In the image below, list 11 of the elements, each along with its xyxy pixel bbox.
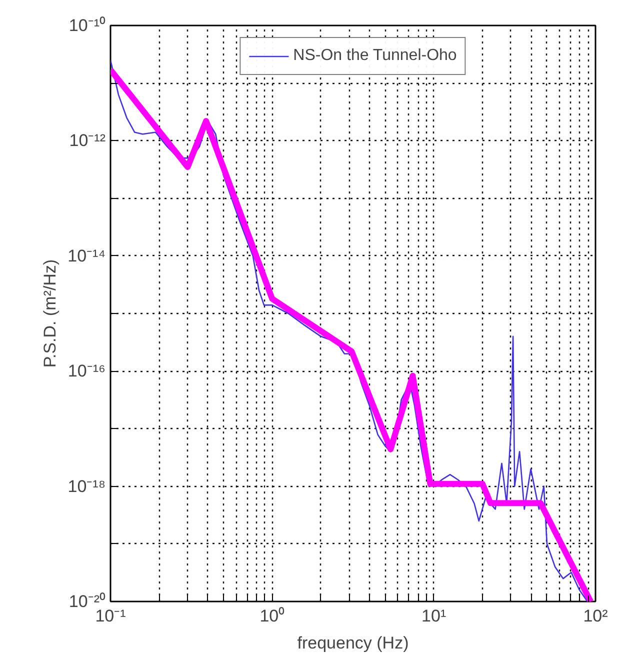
x-tick-label: 10¹ [422,606,446,626]
x-axis-title: frequency (Hz) [297,634,409,652]
y-tick-label: 10⁻¹⁰ [68,16,106,35]
y-tick-label: 10⁻¹⁶ [68,362,106,381]
x-tick-label: 10² [583,606,608,626]
y-tick-label: 10⁻¹⁸ [68,476,106,496]
y-tick-label: 10⁻¹⁴ [68,246,106,266]
legend-label: NS-On the Tunnel-Oho [293,47,457,65]
y-axis-title: P.S.D. (m²/Hz) [40,259,60,368]
y-tick-label: 10⁻¹² [69,131,106,150]
x-tick-label: 10⁰ [260,606,285,626]
